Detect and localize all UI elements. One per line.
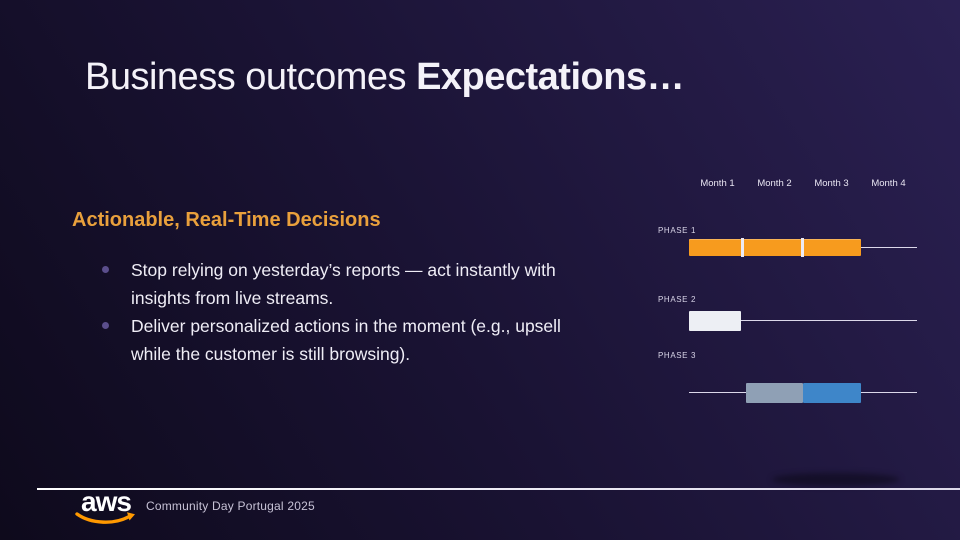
page-title: Business outcomes Expectations… — [85, 56, 685, 99]
gantt-row-label: PHASE 2 — [658, 295, 696, 304]
footer-caption: Community Day Portugal 2025 — [146, 499, 315, 513]
aws-logo-text: aws — [81, 486, 132, 517]
gantt-column-header: Month 1 — [700, 178, 735, 189]
gantt-timeline — [689, 392, 746, 393]
gantt-bar-phase1 — [689, 238, 861, 257]
title-light-part: Business outcomes — [85, 56, 417, 98]
section-heading: Actionable, Real-Time Decisions — [72, 209, 381, 231]
gantt-timeline — [741, 320, 917, 321]
gantt-column-header: Month 3 — [814, 178, 849, 189]
gantt-row-label: PHASE 1 — [658, 226, 696, 235]
gantt-bar-divider — [801, 238, 804, 257]
list-item: Stop relying on yesterday’s reports — ac… — [100, 256, 570, 312]
gantt-bar-phase2 — [689, 311, 741, 331]
gantt-bar-phase3-month3 — [803, 383, 861, 403]
gantt-bar-divider — [741, 238, 744, 257]
gantt-column-header: Month 2 — [757, 178, 792, 189]
footer-divider — [37, 488, 960, 490]
gantt-bar-phase3-month2 — [746, 383, 803, 403]
gantt-timeline — [861, 247, 917, 248]
decorative-shadow — [772, 473, 900, 486]
aws-logo: aws — [74, 486, 138, 526]
title-bold-part: Expectations… — [416, 56, 685, 98]
list-item: Deliver personalized actions in the mome… — [100, 312, 570, 368]
bullet-list: Stop relying on yesterday’s reports — ac… — [100, 256, 570, 368]
aws-smile-icon — [75, 512, 135, 524]
gantt-row-label: PHASE 3 — [658, 351, 696, 360]
gantt-timeline — [861, 392, 917, 393]
gantt-column-header: Month 4 — [871, 178, 906, 189]
